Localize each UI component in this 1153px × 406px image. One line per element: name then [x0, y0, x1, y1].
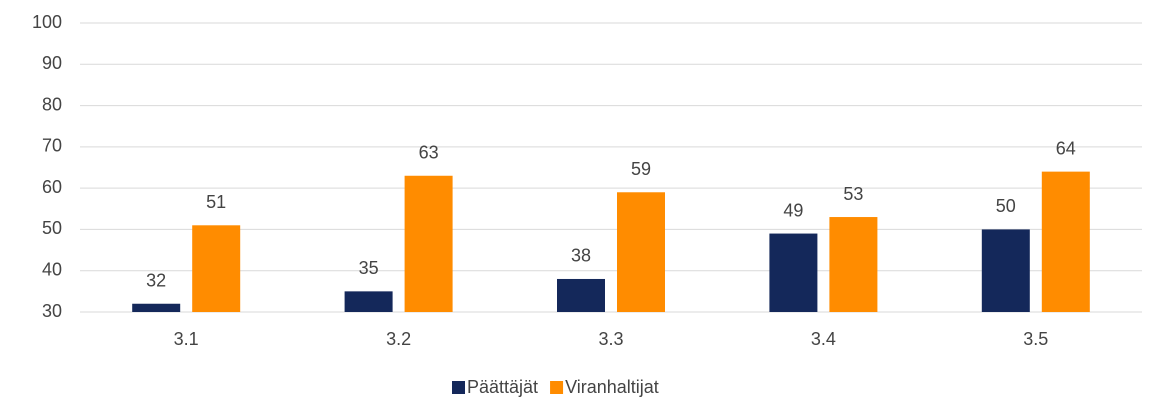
y-tick-label: 50: [42, 218, 62, 238]
x-tick-label: 3.3: [598, 329, 623, 349]
data-label: 49: [783, 200, 803, 220]
data-label: 63: [419, 143, 439, 163]
bar: [344, 291, 393, 312]
y-tick-label: 70: [42, 136, 62, 156]
bar: [829, 217, 878, 312]
y-tick-label: 40: [42, 259, 62, 279]
bar: [404, 175, 453, 312]
x-tick-label: 3.1: [174, 329, 199, 349]
x-tick-label: 3.2: [386, 329, 411, 349]
bar: [769, 233, 818, 312]
y-tick-label: 30: [42, 301, 62, 321]
x-tick-label: 3.4: [811, 329, 836, 349]
legend-swatch: [550, 381, 564, 394]
data-label: 35: [359, 258, 379, 278]
bar: [1041, 171, 1090, 312]
bar: [132, 303, 181, 312]
data-label: 51: [206, 192, 226, 212]
legend-label: Viranhaltijat: [565, 377, 659, 397]
bar: [557, 278, 605, 312]
legend-swatch: [452, 381, 465, 394]
y-tick-label: 60: [42, 177, 62, 197]
data-label: 38: [571, 246, 591, 266]
legend-label: Päättäjät: [467, 377, 538, 397]
y-tick-label: 90: [42, 53, 62, 73]
data-label: 50: [996, 196, 1016, 216]
bar: [981, 229, 1030, 312]
y-tick-label: 100: [32, 12, 62, 32]
x-tick-label: 3.5: [1023, 329, 1048, 349]
y-tick-label: 80: [42, 94, 62, 114]
data-label: 64: [1056, 138, 1076, 158]
data-label: 32: [146, 270, 166, 290]
data-label: 59: [631, 159, 651, 179]
data-label: 53: [843, 184, 863, 204]
bar: [617, 192, 665, 312]
bar: [192, 225, 241, 312]
